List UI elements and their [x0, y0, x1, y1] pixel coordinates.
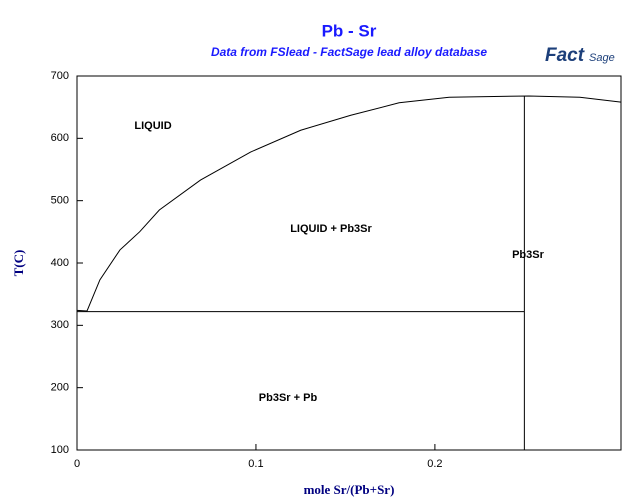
y-tick-label: 500 [51, 195, 69, 207]
y-tick-label: 100 [51, 444, 69, 456]
x-tick-label: 0.2 [427, 458, 442, 470]
x-axis-label: mole Sr/(Pb+Sr) [304, 482, 395, 497]
y-tick-label: 200 [51, 382, 69, 394]
chart-title: Pb - Sr [322, 21, 377, 40]
region-label: LIQUID + Pb3Sr [290, 223, 372, 235]
phase-boundary [76, 95, 622, 312]
x-tick-label: 0.1 [248, 458, 263, 470]
region-label: LIQUID [134, 120, 171, 132]
y-axis-label: T(C) [11, 250, 26, 277]
y-tick-label: 400 [51, 257, 69, 269]
logo: Fact Sage [545, 45, 615, 66]
y-tick-label: 600 [51, 132, 69, 144]
y-tick-label: 700 [51, 70, 69, 82]
x-tick-label: 0 [74, 458, 80, 470]
region-label: Pb3Sr [512, 249, 545, 261]
plot-frame [76, 75, 622, 451]
logo-sub: Sage [589, 52, 615, 64]
logo-main: Fact [545, 45, 585, 66]
chart-subtitle: Data from FSlead - FactSage lead alloy d… [211, 45, 487, 59]
region-label: Pb3Sr + Pb [259, 392, 318, 404]
y-tick-label: 300 [51, 319, 69, 331]
